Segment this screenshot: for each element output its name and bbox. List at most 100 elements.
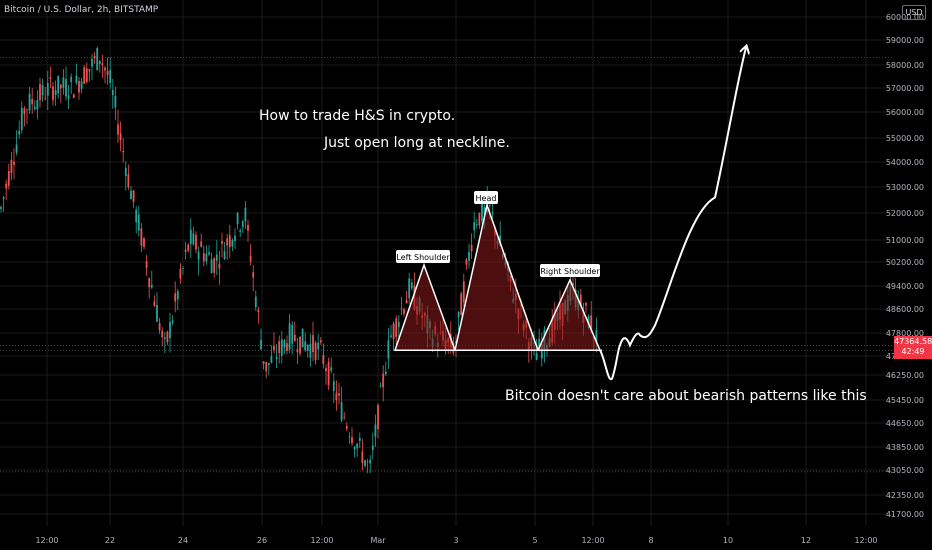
time-tick-label: 24 bbox=[178, 536, 188, 545]
candle-body bbox=[390, 335, 392, 338]
candle-body bbox=[322, 355, 325, 364]
candle-body bbox=[351, 437, 353, 444]
candle-body bbox=[260, 339, 262, 350]
candle-body bbox=[117, 124, 119, 135]
candle-body bbox=[205, 253, 208, 262]
candle-body bbox=[590, 315, 593, 332]
candle-body bbox=[387, 340, 390, 359]
time-tick-label: 22 bbox=[105, 536, 115, 545]
candle-body bbox=[369, 459, 372, 464]
time-tick-label: 3 bbox=[453, 536, 458, 545]
candle-body bbox=[364, 460, 366, 466]
candle-body bbox=[247, 224, 249, 231]
candle-body bbox=[166, 331, 169, 343]
candle-body bbox=[137, 214, 140, 231]
candle-body bbox=[252, 272, 255, 278]
candle-body bbox=[371, 445, 374, 450]
candle-body bbox=[187, 244, 190, 251]
candle-body bbox=[46, 82, 49, 96]
candle-body bbox=[226, 238, 229, 246]
candle-body bbox=[457, 311, 460, 318]
candle-body bbox=[210, 259, 213, 274]
candle-body bbox=[145, 261, 148, 268]
candle-body bbox=[249, 255, 252, 262]
price-tick-label: 59000.00 bbox=[886, 36, 924, 45]
candle-body bbox=[122, 150, 125, 153]
candle-body bbox=[39, 83, 41, 101]
headline-1: How to trade H&S in crypto. bbox=[259, 108, 455, 124]
candle-body bbox=[319, 340, 322, 343]
candle-body bbox=[44, 97, 47, 99]
candle-body bbox=[286, 343, 288, 351]
candle-body bbox=[366, 461, 369, 463]
candle-body bbox=[72, 94, 75, 98]
price-tick-label: 45450.00 bbox=[886, 396, 924, 405]
price-tick-label: 47800.00 bbox=[886, 329, 924, 338]
price-tick-label: 53000.00 bbox=[886, 183, 924, 192]
candle-body bbox=[171, 320, 174, 323]
price-tick-label: 49400.00 bbox=[886, 282, 924, 291]
candle-body bbox=[239, 230, 242, 232]
price-tick-label: 51000.00 bbox=[886, 236, 924, 245]
price-axis[interactable]: 60000.00 59000.00 58000.00 57000.00 56000.00… bbox=[886, 13, 924, 519]
candle-body bbox=[384, 371, 387, 375]
candle-body bbox=[299, 336, 301, 354]
candle-body bbox=[59, 84, 62, 89]
left-shoulder-label: Left Shoulder bbox=[396, 253, 450, 262]
candle-body bbox=[325, 368, 327, 372]
projection-path bbox=[599, 48, 746, 381]
candle-body bbox=[392, 323, 395, 339]
candle-body bbox=[400, 308, 403, 310]
candle-body bbox=[96, 47, 99, 71]
candle-body bbox=[304, 341, 307, 351]
time-tick-label: 12:00 bbox=[310, 536, 333, 545]
price-tick-label: 42350.00 bbox=[886, 491, 924, 500]
time-axis[interactable]: 12:00 22 24 26 12:00 Mar 3 5 12:00 8 10 12 12:00 bbox=[35, 536, 877, 545]
candle-body bbox=[257, 309, 260, 313]
time-tick-label: 12:00 bbox=[35, 536, 58, 545]
candle-body bbox=[356, 443, 359, 449]
price-tick-label: 50200.00 bbox=[886, 258, 924, 267]
candle-body bbox=[52, 86, 54, 101]
candle-body bbox=[132, 190, 135, 203]
candle-body bbox=[265, 362, 268, 372]
candle-body bbox=[481, 202, 483, 221]
candle-body bbox=[538, 338, 541, 351]
candle-body bbox=[397, 321, 400, 328]
bar-countdown: 42:49 bbox=[901, 347, 925, 356]
candle-body bbox=[270, 356, 273, 363]
candle-body bbox=[223, 251, 226, 260]
candle-body bbox=[80, 81, 83, 89]
candle-body bbox=[83, 67, 86, 84]
candle-body bbox=[291, 324, 294, 344]
candle-body bbox=[49, 77, 52, 79]
candle-body bbox=[213, 258, 216, 273]
candle-body bbox=[595, 329, 598, 345]
candle-body bbox=[161, 330, 164, 338]
candle-body bbox=[5, 183, 8, 189]
candle-body bbox=[535, 353, 538, 361]
candle-body bbox=[119, 133, 122, 141]
candle-body bbox=[278, 341, 281, 354]
currency-button[interactable]: USD bbox=[902, 5, 926, 20]
headline-2: Just open long at neckline. bbox=[323, 135, 510, 151]
candle-body bbox=[150, 284, 153, 288]
candle-body bbox=[273, 345, 275, 351]
price-tick-label: 43850.00 bbox=[886, 443, 924, 452]
candle-body bbox=[241, 221, 244, 227]
candle-body bbox=[306, 345, 309, 351]
price-tick-label: 43050.00 bbox=[886, 466, 924, 475]
price-tick-label: 54000.00 bbox=[886, 158, 924, 167]
candle-body bbox=[379, 386, 382, 388]
last-price: 47364.58 bbox=[894, 337, 932, 346]
candle-body bbox=[377, 404, 379, 430]
candle-body bbox=[327, 361, 330, 385]
candle-body bbox=[228, 235, 231, 248]
candle-body bbox=[314, 342, 317, 361]
candle-body bbox=[101, 63, 104, 66]
candle-body bbox=[215, 254, 218, 261]
candle-body bbox=[163, 337, 166, 340]
right-shoulder-triangle bbox=[536, 278, 602, 351]
candle-body bbox=[234, 235, 236, 242]
